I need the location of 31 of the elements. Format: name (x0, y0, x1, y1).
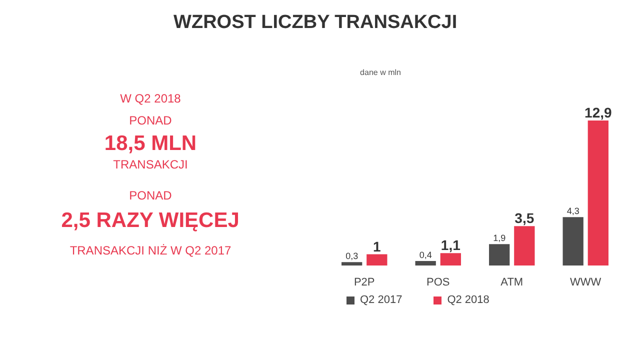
text: W Q2 2018 (120, 92, 182, 106)
bar (514, 226, 535, 266)
legend-label: Q2 2018 (447, 294, 490, 306)
bar (366, 254, 388, 266)
data-label: 1 (373, 238, 382, 254)
bar (342, 262, 362, 266)
data-label: 12,9 (584, 104, 612, 120)
text: PONAD (129, 188, 172, 202)
data-label: 0,4 (419, 250, 432, 260)
bar (415, 261, 436, 266)
bar (489, 244, 510, 266)
text: 2,5 RAZY WIĘCEJ (61, 209, 240, 232)
data-label: 1,1 (440, 237, 461, 254)
x-tick-label: ATM (500, 276, 524, 288)
data-label: 3,5 (514, 210, 534, 226)
data-label: 0,3 (346, 251, 358, 262)
x-tick-label: P2P (354, 276, 375, 288)
x-tick-label: WWW (570, 276, 602, 288)
chart-title: WZROST LICZBY TRANSAKCJI (174, 12, 458, 33)
text: dane w mln (360, 68, 401, 77)
data-label: 1,9 (493, 233, 506, 244)
text: TRANSAKCJI NIŻ W Q2 2017 (70, 244, 232, 258)
text: 18,5 MLN (104, 132, 197, 155)
text: TRANSAKCJI (113, 158, 188, 172)
data-label: 4,3 (566, 206, 580, 216)
text: PONAD (129, 114, 172, 128)
bar (588, 120, 608, 266)
bar (562, 217, 584, 266)
legend-label: Q2 2017 (360, 294, 402, 306)
bar (440, 253, 461, 266)
x-tick-label: POS (426, 276, 450, 288)
